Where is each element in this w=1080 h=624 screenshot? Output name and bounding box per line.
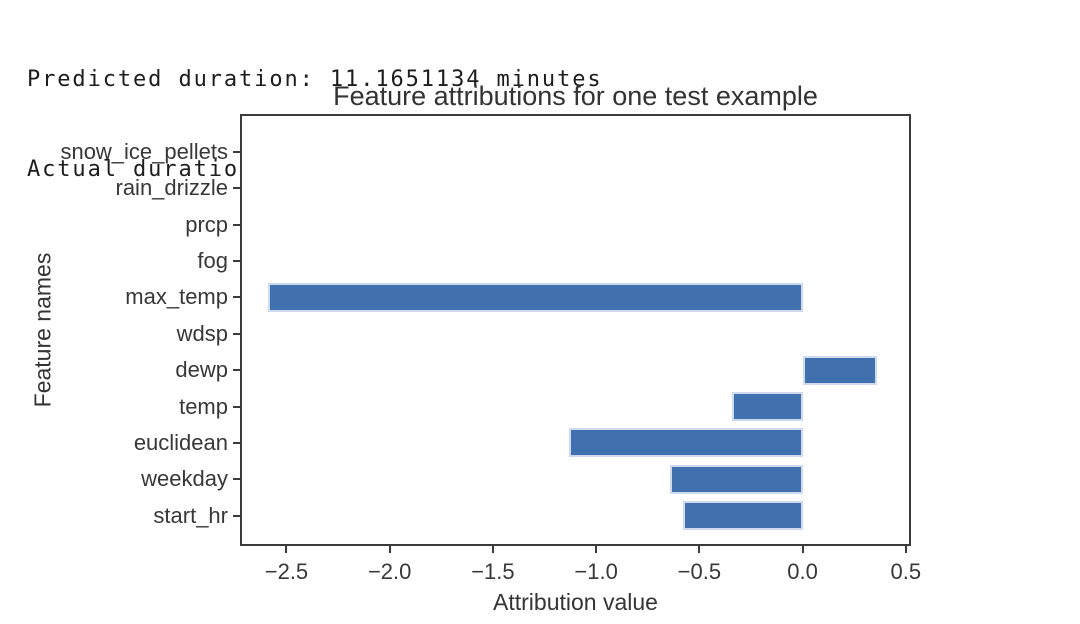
y-tick-mark <box>233 150 240 153</box>
predicted-duration-text: Predicted duration: 11.1651134 minutes <box>27 67 603 92</box>
x-tick-label: 0.0 <box>787 559 818 584</box>
x-tick-mark <box>698 546 701 553</box>
y-tick-mark <box>233 187 240 190</box>
bar-max_temp <box>267 282 803 312</box>
y-tick-label-dewp: dewp <box>175 357 228 383</box>
y-tick-mark <box>233 441 240 444</box>
y-tick-mark <box>233 296 240 299</box>
bar-temp <box>732 392 803 421</box>
y-tick-label-snow_ice_pellets: snow_ice_pellets <box>60 138 228 164</box>
y-tick-mark <box>233 332 240 335</box>
y-tick-label-max_temp: max_temp <box>125 284 228 310</box>
x-tick-label: −2.0 <box>367 559 412 584</box>
x-tick-mark <box>595 546 598 553</box>
y-tick-mark <box>233 478 240 481</box>
y-tick-mark <box>233 369 240 372</box>
x-tick-mark <box>801 546 804 553</box>
y-tick-label-wdsp: wdsp <box>176 320 228 346</box>
x-tick-mark <box>285 546 288 553</box>
x-tick-mark <box>904 546 907 553</box>
y-tick-label-weekday: weekday <box>141 466 228 492</box>
y-tick-label-euclidean: euclidean <box>133 429 228 455</box>
y-tick-mark <box>233 405 240 408</box>
x-tick-label: −1.5 <box>471 559 515 584</box>
bar-euclidean <box>569 428 803 458</box>
x-tick-mark <box>491 546 494 553</box>
x-tick-mark <box>388 546 391 553</box>
y-tick-label-prcp: prcp <box>185 211 228 237</box>
x-tick-label: 0.5 <box>890 559 922 584</box>
x-tick-label: −0.5 <box>677 559 722 584</box>
x-tick-label: −1.0 <box>574 559 618 584</box>
y-tick-mark <box>233 259 240 262</box>
bar-start_hr <box>682 501 803 531</box>
y-tick-mark <box>233 223 240 226</box>
x-tick-label: −2.5 <box>264 559 309 584</box>
y-tick-label-rain_drizzle: rain_drizzle <box>115 175 229 201</box>
y-tick-mark <box>233 514 240 517</box>
x-axis-label: Attribution value <box>493 589 658 615</box>
chart-title: Feature attributions for one test exampl… <box>333 81 818 111</box>
bar-dewp <box>802 355 877 385</box>
bar-weekday <box>670 464 803 494</box>
plot-area <box>240 114 911 546</box>
y-tick-label-fog: fog <box>197 247 228 273</box>
y-tick-label-start_hr: start_hr <box>153 502 228 528</box>
y-tick-label-temp: temp <box>179 393 228 419</box>
